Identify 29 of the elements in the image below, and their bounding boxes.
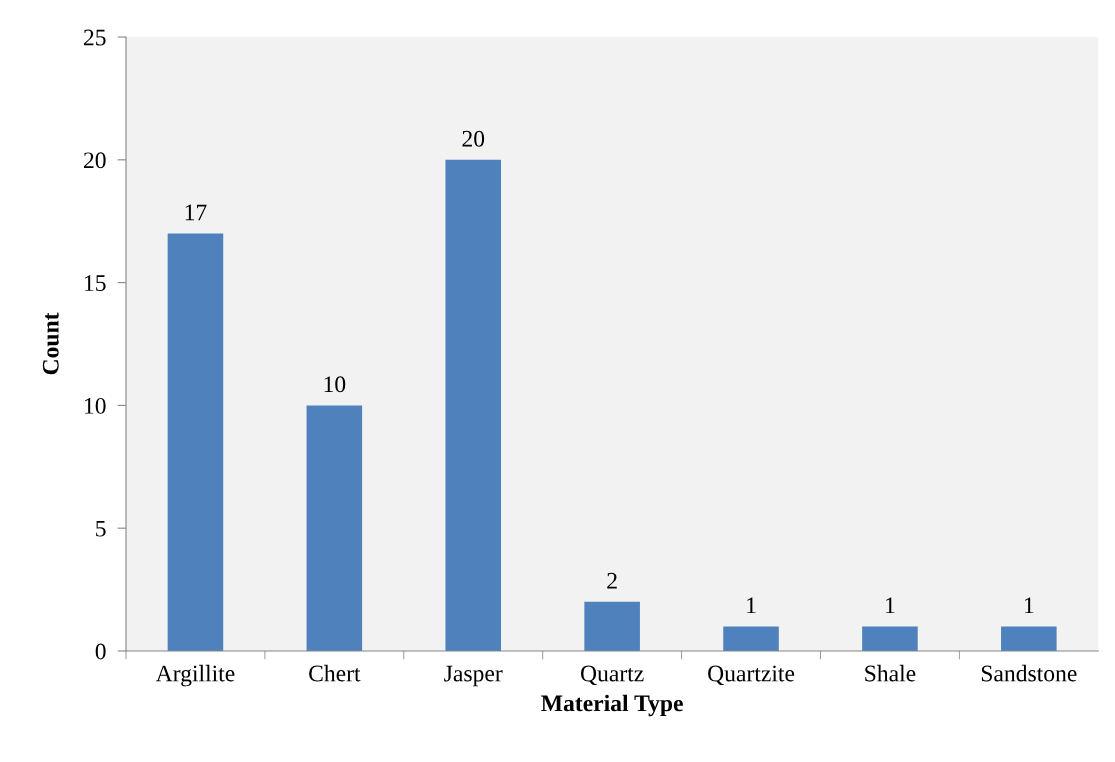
y-tick-label: 25 [83,29,106,46]
data-label: 1 [886,597,895,614]
x-tick-label: Quartz [580,665,644,686]
x-tick-label: Shale [865,664,916,682]
x-tick-label: Quartzite [708,665,795,686]
y-tick-label: 10 [85,397,106,414]
bar [445,159,502,651]
y-tick-label: 0 [95,643,106,660]
bar [584,601,640,651]
y-axis-title: Count [42,312,59,375]
x-tick-label: Chert [309,664,361,682]
bar [1001,626,1057,651]
data-label: 10 [324,376,346,393]
data-label: 2 [607,572,617,589]
x-axis-title: Material Type [541,694,683,717]
data-label: 1 [1025,597,1034,614]
bar [862,626,918,651]
bar [167,233,224,651]
data-label: 1 [747,597,756,614]
bar [723,626,779,651]
x-tick-label: Jasper [444,665,503,687]
y-tick-label: 20 [83,152,106,169]
bar [306,405,363,651]
x-tick-label: Argillite [155,664,235,687]
x-tick-label: Sandstone [981,664,1077,682]
data-label: 17 [185,204,207,221]
data-label: 20 [462,130,485,147]
y-tick-label: 5 [96,520,106,537]
y-tick-label: 15 [85,275,106,292]
